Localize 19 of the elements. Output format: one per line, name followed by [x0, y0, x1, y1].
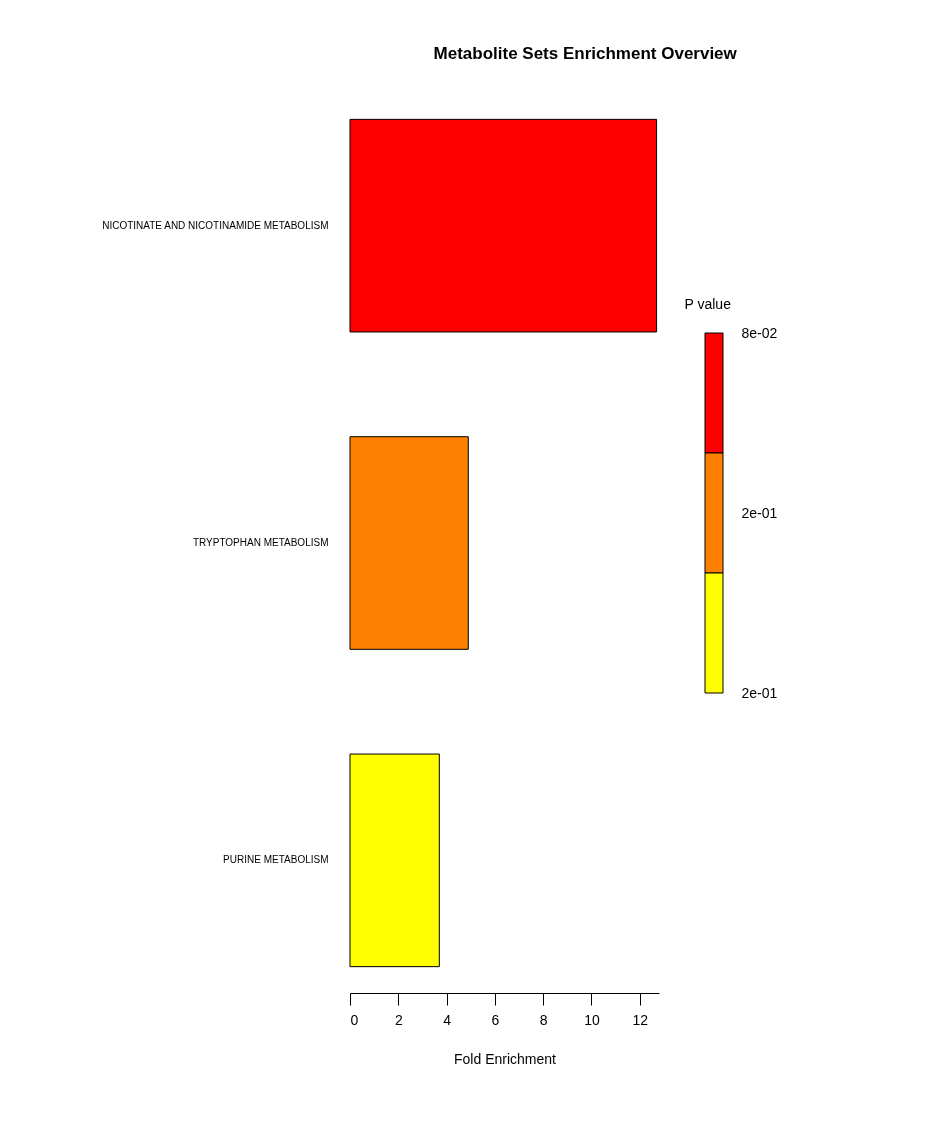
color-bar-title: P value — [684, 296, 732, 312]
color-bar-label: 8e-02 — [741, 324, 778, 341]
bar — [349, 753, 440, 968]
x-tick-label: 8 — [539, 1011, 548, 1028]
x-tick-label: 6 — [491, 1011, 500, 1028]
x-axis-title: Fold Enrichment — [454, 1050, 557, 1067]
x-tick-label: 2 — [394, 1011, 403, 1028]
y-tick-label: NICOTINATE AND NICOTINAMIDE METABOLISM — [102, 219, 329, 231]
chart-title: Metabolite Sets Enrichment Overview — [433, 44, 738, 63]
x-tick-label: 4 — [443, 1011, 452, 1028]
y-tick-label: TRYPTOPHAN METABOLISM — [192, 537, 329, 548]
color-bar-label: 2e-01 — [741, 504, 778, 521]
x-tick-label: 10 — [584, 1011, 600, 1028]
color-bar-label: 2e-01 — [741, 684, 778, 701]
x-tick-label: 0 — [350, 1011, 359, 1028]
y-tick-label: PURINE METABOLISM — [223, 854, 329, 866]
bar — [349, 436, 469, 650]
x-tick-label: 12 — [632, 1011, 649, 1028]
bar — [349, 118, 658, 333]
